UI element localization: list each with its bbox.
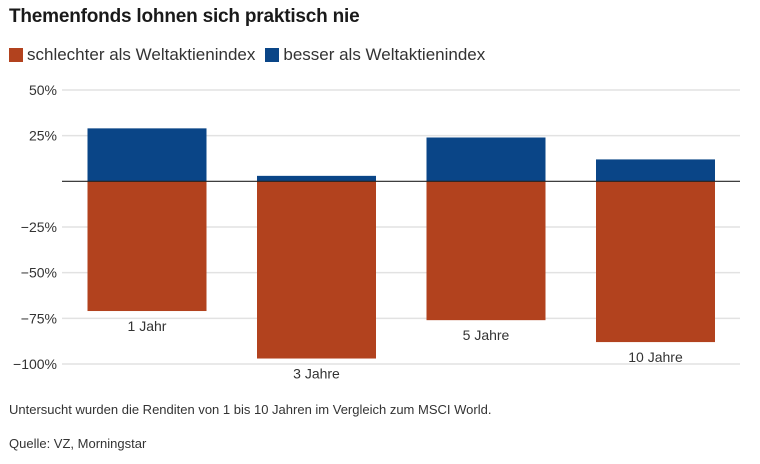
bar-better — [426, 137, 546, 182]
y-tick-label: 50% — [29, 82, 57, 98]
category-label: 1 Jahr — [128, 318, 167, 334]
y-tick-label: −75% — [21, 310, 57, 326]
y-tick-label: 25% — [29, 128, 57, 144]
bar-better — [257, 175, 376, 182]
bar-worse — [426, 181, 546, 321]
chart-note: Untersucht wurden die Renditen von 1 bis… — [9, 402, 492, 417]
chart-title: Themenfonds lohnen sich praktisch nie — [9, 6, 360, 27]
legend-item-worse: schlechter als Weltaktienindex — [9, 45, 255, 65]
category-label: 10 Jahre — [628, 349, 683, 365]
y-axis-ticks: 50% 25% −25% −50% −75% −100% — [13, 82, 57, 372]
category-label: 3 Jahre — [293, 366, 340, 382]
y-tick-label: −100% — [13, 356, 57, 372]
bar-worse — [87, 181, 207, 312]
legend-label-worse: schlechter als Weltaktienindex — [27, 45, 256, 64]
bar-better — [87, 128, 207, 182]
chart-source: Quelle: VZ, Morningstar — [9, 436, 147, 451]
bar-worse — [257, 181, 376, 359]
legend: schlechter als Weltaktienindex besser al… — [9, 45, 495, 65]
legend-swatch-better — [265, 48, 280, 62]
bars — [87, 128, 715, 359]
y-tick-label: −25% — [21, 219, 57, 235]
bar-worse — [596, 181, 715, 343]
bar-better — [596, 159, 715, 182]
legend-item-better: besser als Weltaktienindex — [265, 45, 485, 65]
category-labels: 1 Jahr 3 Jahre 5 Jahre 10 Jahre — [128, 318, 683, 381]
legend-swatch-worse — [9, 48, 23, 62]
y-tick-label: −50% — [21, 265, 57, 281]
legend-label-better: besser als Weltaktienindex — [283, 45, 486, 64]
category-label: 5 Jahre — [463, 327, 510, 343]
